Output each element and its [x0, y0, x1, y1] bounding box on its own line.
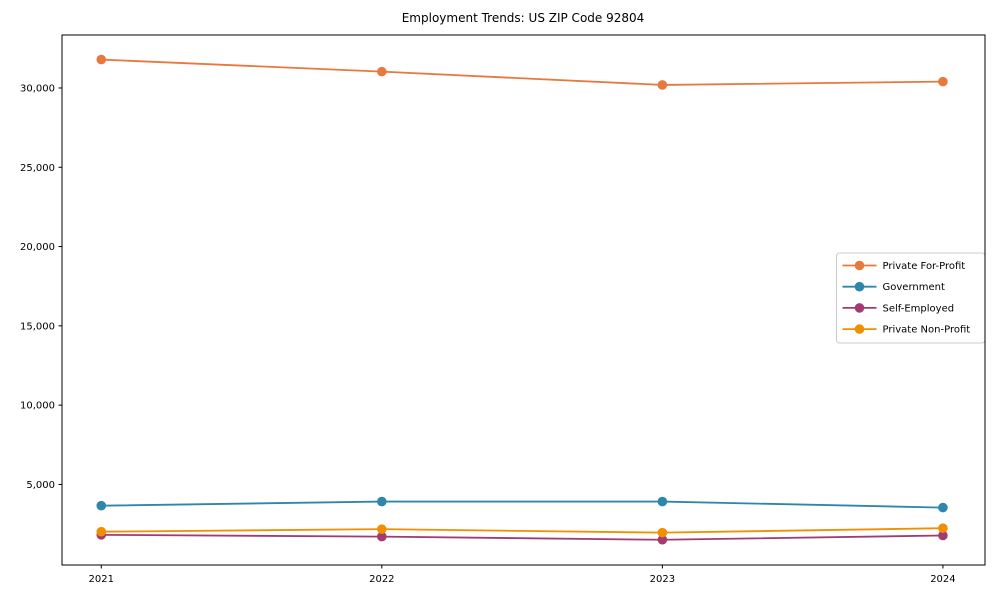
- legend-label-government: Government: [883, 282, 945, 293]
- x-tick-label: 2024: [930, 574, 955, 585]
- y-tick-label: 30,000: [20, 83, 55, 94]
- legend-label-self-employed: Self-Employed: [883, 303, 955, 314]
- y-tick-label: 15,000: [20, 321, 55, 332]
- data-point-self-employed: [657, 534, 668, 545]
- data-point-private-for-profit: [377, 66, 387, 77]
- data-point-government: [96, 500, 107, 511]
- y-tick-label: 10,000: [20, 401, 55, 412]
- series-line-private-for-profit: [101, 58, 943, 86]
- data-point-private-for-profit: [96, 54, 107, 65]
- legend-label-private-for-profit: Private For-Profit: [883, 261, 966, 272]
- data-point-private-non-profit: [96, 526, 107, 537]
- data-point-private-non-profit: [657, 527, 668, 538]
- data-point-self-employed: [938, 530, 948, 541]
- x-tick-label: 2023: [650, 574, 675, 585]
- data-point-private-for-profit: [938, 76, 948, 87]
- series-line-self-employed: [101, 533, 943, 541]
- data-point-self-employed: [377, 531, 387, 542]
- x-tick-label: 2021: [89, 574, 114, 585]
- data-point-government: [377, 496, 387, 507]
- data-point-government: [657, 496, 668, 507]
- data-point-government: [938, 502, 948, 513]
- series-line-private-non-profit: [101, 527, 943, 534]
- legend-marker-private-for-profit: [854, 260, 865, 271]
- y-tick-label: 25,000: [20, 163, 55, 174]
- series-line-government: [101, 500, 943, 509]
- plot-frame: [61, 34, 986, 566]
- legend-marker-private-non-profit: [854, 324, 865, 334]
- chart-title: Employment Trends: US ZIP Code 92804: [402, 11, 645, 25]
- legend-marker-self-employed: [854, 303, 865, 313]
- x-tick-label: 2022: [369, 574, 394, 585]
- data-point-private-non-profit: [938, 523, 948, 534]
- legend-label-private-non-profit: Private Non-Profit: [883, 325, 971, 336]
- data-point-private-non-profit: [377, 524, 387, 534]
- plot-area: 5,000 10,000 15,000 20,000 25,000 30,000 2021 2…: [20, 54, 986, 585]
- data-point-private-for-profit: [657, 80, 668, 90]
- y-tick-label: 5,000: [26, 480, 55, 491]
- y-tick-label: 20,000: [20, 242, 55, 253]
- legend-marker-government: [854, 281, 865, 292]
